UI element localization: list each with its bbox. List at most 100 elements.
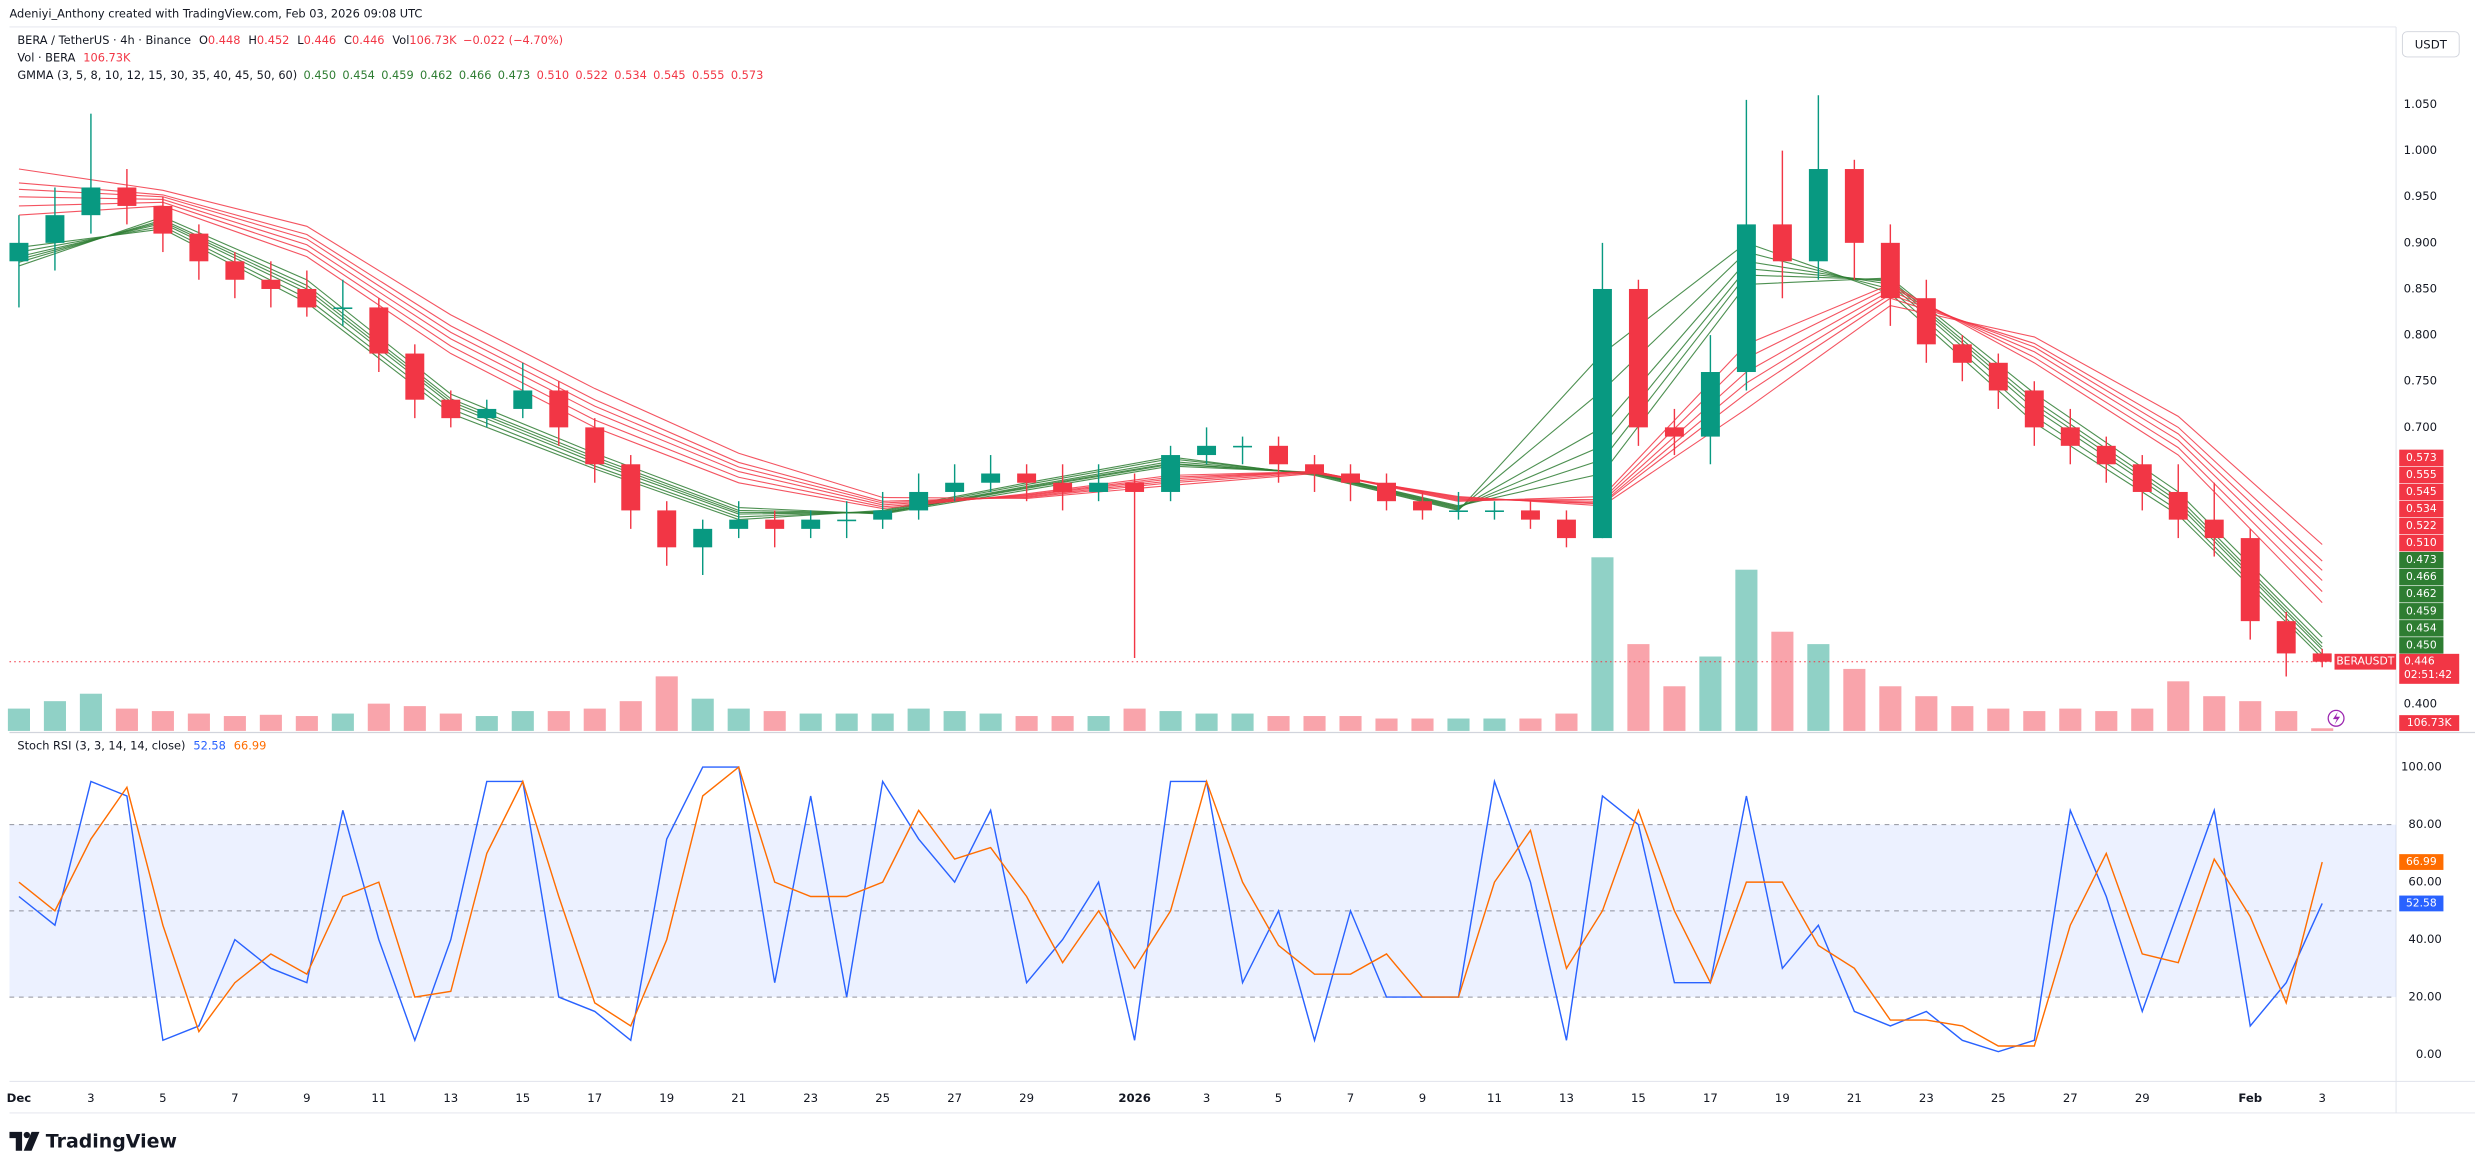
volume-bar bbox=[1231, 713, 1254, 731]
gmma-value: 0.545 bbox=[653, 68, 686, 82]
x-tick-label: 27 bbox=[2063, 1091, 2078, 1105]
layer bbox=[9, 824, 2397, 998]
gmma-tag bbox=[2399, 534, 2444, 552]
x-tick-label: 15 bbox=[1631, 1091, 1646, 1105]
candle-body bbox=[981, 473, 1001, 483]
candle-body bbox=[1592, 288, 1612, 539]
x-tick-label: 5 bbox=[159, 1091, 166, 1105]
volume-bar bbox=[79, 693, 102, 731]
volume-bar bbox=[475, 716, 498, 731]
candle-body bbox=[693, 528, 713, 548]
x-tick-label: 11 bbox=[371, 1091, 386, 1105]
gmma-value: 0.522 bbox=[575, 68, 608, 82]
candle-body bbox=[1197, 445, 1217, 456]
candle-body bbox=[945, 482, 965, 492]
volume-bar bbox=[1843, 668, 1866, 731]
layer bbox=[9, 95, 2332, 677]
legend-key: Vol bbox=[392, 33, 409, 47]
x-tick-label: 17 bbox=[1703, 1091, 1718, 1105]
candle-body bbox=[45, 215, 65, 243]
x-tick-label: Feb bbox=[2238, 1091, 2262, 1105]
volume-bar bbox=[1735, 569, 1758, 731]
candle-body bbox=[2060, 427, 2080, 446]
x-tick-label: 19 bbox=[1775, 1091, 1790, 1105]
candle-body bbox=[1952, 344, 1972, 363]
gmma-value: 0.462 bbox=[420, 68, 453, 82]
gmma-tag-label: 0.555 bbox=[2406, 468, 2437, 481]
countdown: 02:51:42 bbox=[2404, 668, 2452, 681]
candle-body bbox=[1988, 362, 2008, 391]
y-tick-label: 0.00 bbox=[2416, 1047, 2442, 1061]
volume-bar bbox=[727, 708, 750, 731]
volume-bar bbox=[1699, 656, 1722, 731]
candle-body bbox=[1628, 288, 1648, 428]
y-tick-label: 1.000 bbox=[2404, 143, 2437, 157]
candle-body bbox=[1700, 372, 1720, 437]
rsi-tag bbox=[2399, 895, 2444, 912]
rsi-line bbox=[18, 766, 2323, 1053]
candle-body bbox=[1305, 464, 1324, 474]
volume-bar bbox=[979, 713, 1002, 731]
volume-bar bbox=[1663, 686, 1686, 731]
volume-bar bbox=[2023, 711, 2046, 731]
rsi-tag-label: 52.58 bbox=[2406, 896, 2437, 909]
gmma-tag-label: 0.462 bbox=[2406, 587, 2437, 600]
volume-bar bbox=[223, 716, 246, 731]
layer: 0.400 0.700 0.750 0.800 0.850 0.900 0.950 1.000… bbox=[7, 97, 2460, 1105]
currency: USDT bbox=[2415, 38, 2448, 52]
x-tick-label: 7 bbox=[1347, 1091, 1354, 1105]
volume-bar bbox=[1447, 718, 1470, 731]
price-tag bbox=[2399, 653, 2460, 684]
y-tick-label: 0.950 bbox=[2404, 189, 2437, 203]
gmma-tag bbox=[2399, 637, 2444, 654]
rsi-tag-label: 66.99 bbox=[2406, 855, 2437, 868]
legend-value: 0.448 bbox=[208, 33, 241, 47]
candle-body bbox=[729, 519, 749, 529]
volume-bar bbox=[367, 703, 390, 731]
gmma-tag-label: 0.466 bbox=[2406, 570, 2437, 583]
y-tick-label: 0.400 bbox=[2404, 697, 2437, 711]
gmma-value: 0.450 bbox=[304, 68, 337, 82]
volume-bar bbox=[2167, 681, 2190, 731]
candle-body bbox=[1341, 473, 1360, 483]
volume-bar bbox=[1483, 718, 1506, 731]
rsi-title: Stoch RSI (3, 3, 14, 14, close) bbox=[17, 739, 185, 753]
volume-name: Vol · BERA bbox=[17, 51, 75, 65]
volume-bar bbox=[7, 708, 30, 731]
footer-brand: TradingView bbox=[46, 1131, 177, 1153]
volume-bar bbox=[1411, 718, 1434, 731]
candle-body bbox=[2276, 621, 2296, 654]
volume-bar bbox=[1519, 718, 1542, 731]
candle-body bbox=[1017, 473, 1037, 483]
volume-bar bbox=[511, 711, 534, 731]
volume-bar bbox=[2239, 701, 2262, 731]
volume-tag-label: 106.73K bbox=[2407, 716, 2453, 729]
volume-bar bbox=[1015, 716, 1038, 731]
y-tick-label: 40.00 bbox=[2408, 932, 2441, 946]
gmma-tag-label: 0.454 bbox=[2406, 621, 2437, 634]
rsi-tag bbox=[2399, 854, 2444, 870]
volume-bar bbox=[1051, 716, 1074, 731]
volume-bar bbox=[331, 713, 354, 731]
candle-body bbox=[657, 510, 677, 548]
logo-mark bbox=[23, 1131, 40, 1151]
volume-bar bbox=[2131, 708, 2154, 731]
candle-body bbox=[2240, 538, 2260, 622]
gmma-tag bbox=[2399, 568, 2444, 586]
candle-body bbox=[801, 519, 821, 529]
candle-body bbox=[1449, 510, 1468, 512]
candle-body bbox=[549, 390, 569, 428]
volume-tag bbox=[2399, 715, 2460, 731]
x-tick-label: 25 bbox=[1991, 1091, 2006, 1105]
volume-bar bbox=[1987, 708, 2010, 731]
logo-mark bbox=[9, 1131, 23, 1151]
candle-body bbox=[2096, 445, 2116, 465]
candle-body bbox=[261, 279, 281, 289]
currency-box[interactable] bbox=[2401, 31, 2460, 58]
alert-bolt bbox=[2332, 711, 2341, 725]
candle-body bbox=[369, 307, 389, 354]
volume-bar bbox=[907, 708, 930, 731]
x-tick-label: 7 bbox=[231, 1091, 238, 1105]
gmma-tag bbox=[2399, 551, 2444, 569]
